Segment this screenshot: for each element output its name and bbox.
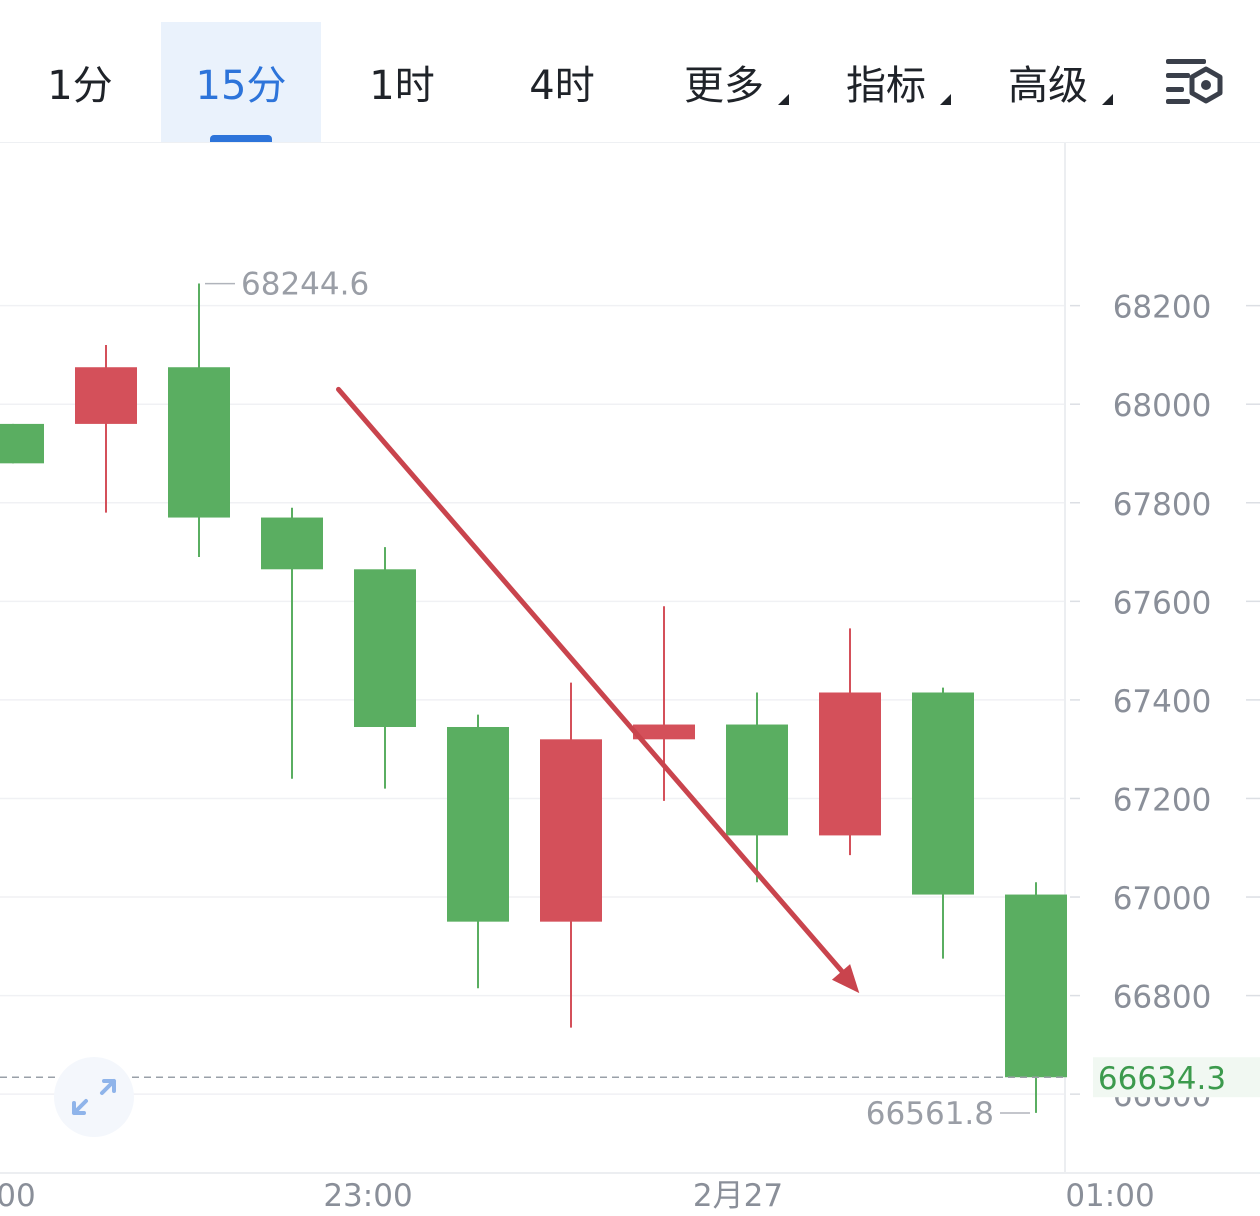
candle-body	[168, 367, 230, 518]
dropdown-corner-icon	[940, 94, 951, 105]
x-tick-label: 00	[0, 1178, 36, 1214]
candle-body	[726, 724, 788, 836]
x-tick-label: 2月27	[693, 1178, 783, 1214]
tab-1m[interactable]: 1分	[0, 22, 160, 142]
tab-label: 更多	[684, 63, 764, 109]
candle-body	[354, 569, 416, 727]
tab-label: 1时	[369, 63, 435, 109]
tab-more[interactable]: 更多	[644, 22, 804, 142]
tab-label: 指标	[846, 63, 926, 109]
active-tab-indicator	[210, 135, 272, 142]
y-tick-label: 68000	[1113, 388, 1212, 424]
max-price-label: 68244.6	[241, 267, 369, 303]
y-tick-label: 68200	[1113, 290, 1212, 326]
candle-body	[261, 517, 323, 570]
candlestick-chart[interactable]: 68200 68000 67800 67600 67400 67200 67000 66800…	[0, 143, 1260, 1216]
tab-indicators[interactable]: 指标	[806, 22, 966, 142]
y-tick-label: 67200	[1113, 782, 1212, 818]
x-tick-label: 01:00	[1065, 1178, 1154, 1214]
tab-advanced[interactable]: 高级	[968, 22, 1128, 142]
dropdown-corner-icon	[1102, 94, 1113, 105]
dropdown-corner-icon	[778, 94, 789, 105]
last-price-label: 66634.3	[1098, 1061, 1226, 1097]
tab-label: 1分	[47, 63, 113, 109]
candle-body	[75, 367, 137, 424]
tab-label: 高级	[1008, 63, 1088, 109]
tab-label: 15分	[195, 63, 287, 109]
tab-15m[interactable]: 15分	[161, 22, 321, 142]
candle-body	[912, 692, 974, 895]
trend-arrow-shaft	[336, 386, 854, 985]
candle-body	[819, 692, 881, 836]
y-tick-label: 66800	[1113, 980, 1212, 1016]
timeframe-tab-bar: 1分 15分 1时 4时 更多 指标 高级	[0, 0, 1260, 143]
y-tick-label: 67000	[1113, 881, 1212, 917]
candle-body	[0, 423, 44, 464]
y-tick-label: 67800	[1113, 487, 1212, 523]
min-price-label: 66561.8	[866, 1096, 994, 1132]
trend-arrow-head	[831, 964, 860, 994]
trend-arrow	[336, 386, 860, 994]
tab-4h[interactable]: 4时	[482, 22, 642, 142]
y-tick-label: 67400	[1113, 684, 1212, 720]
y-tick-label: 67600	[1113, 585, 1212, 621]
expand-arrows-icon[interactable]	[54, 1057, 134, 1137]
last-price-badge	[1093, 1057, 1260, 1098]
grid	[0, 143, 1260, 1174]
tab-label: 4时	[529, 63, 595, 109]
candle-body	[633, 724, 695, 740]
axes: 68200 68000 67800 67600 67400 67200 67000 66800…	[0, 267, 1260, 1214]
candle-body	[1005, 894, 1067, 1078]
candle-body	[540, 739, 602, 922]
x-tick-label: 23:00	[323, 1178, 412, 1214]
tab-1h[interactable]: 1时	[322, 22, 482, 142]
candle-body	[447, 726, 509, 922]
chart-settings-icon[interactable]	[1160, 55, 1226, 111]
candles	[0, 283, 1067, 1113]
